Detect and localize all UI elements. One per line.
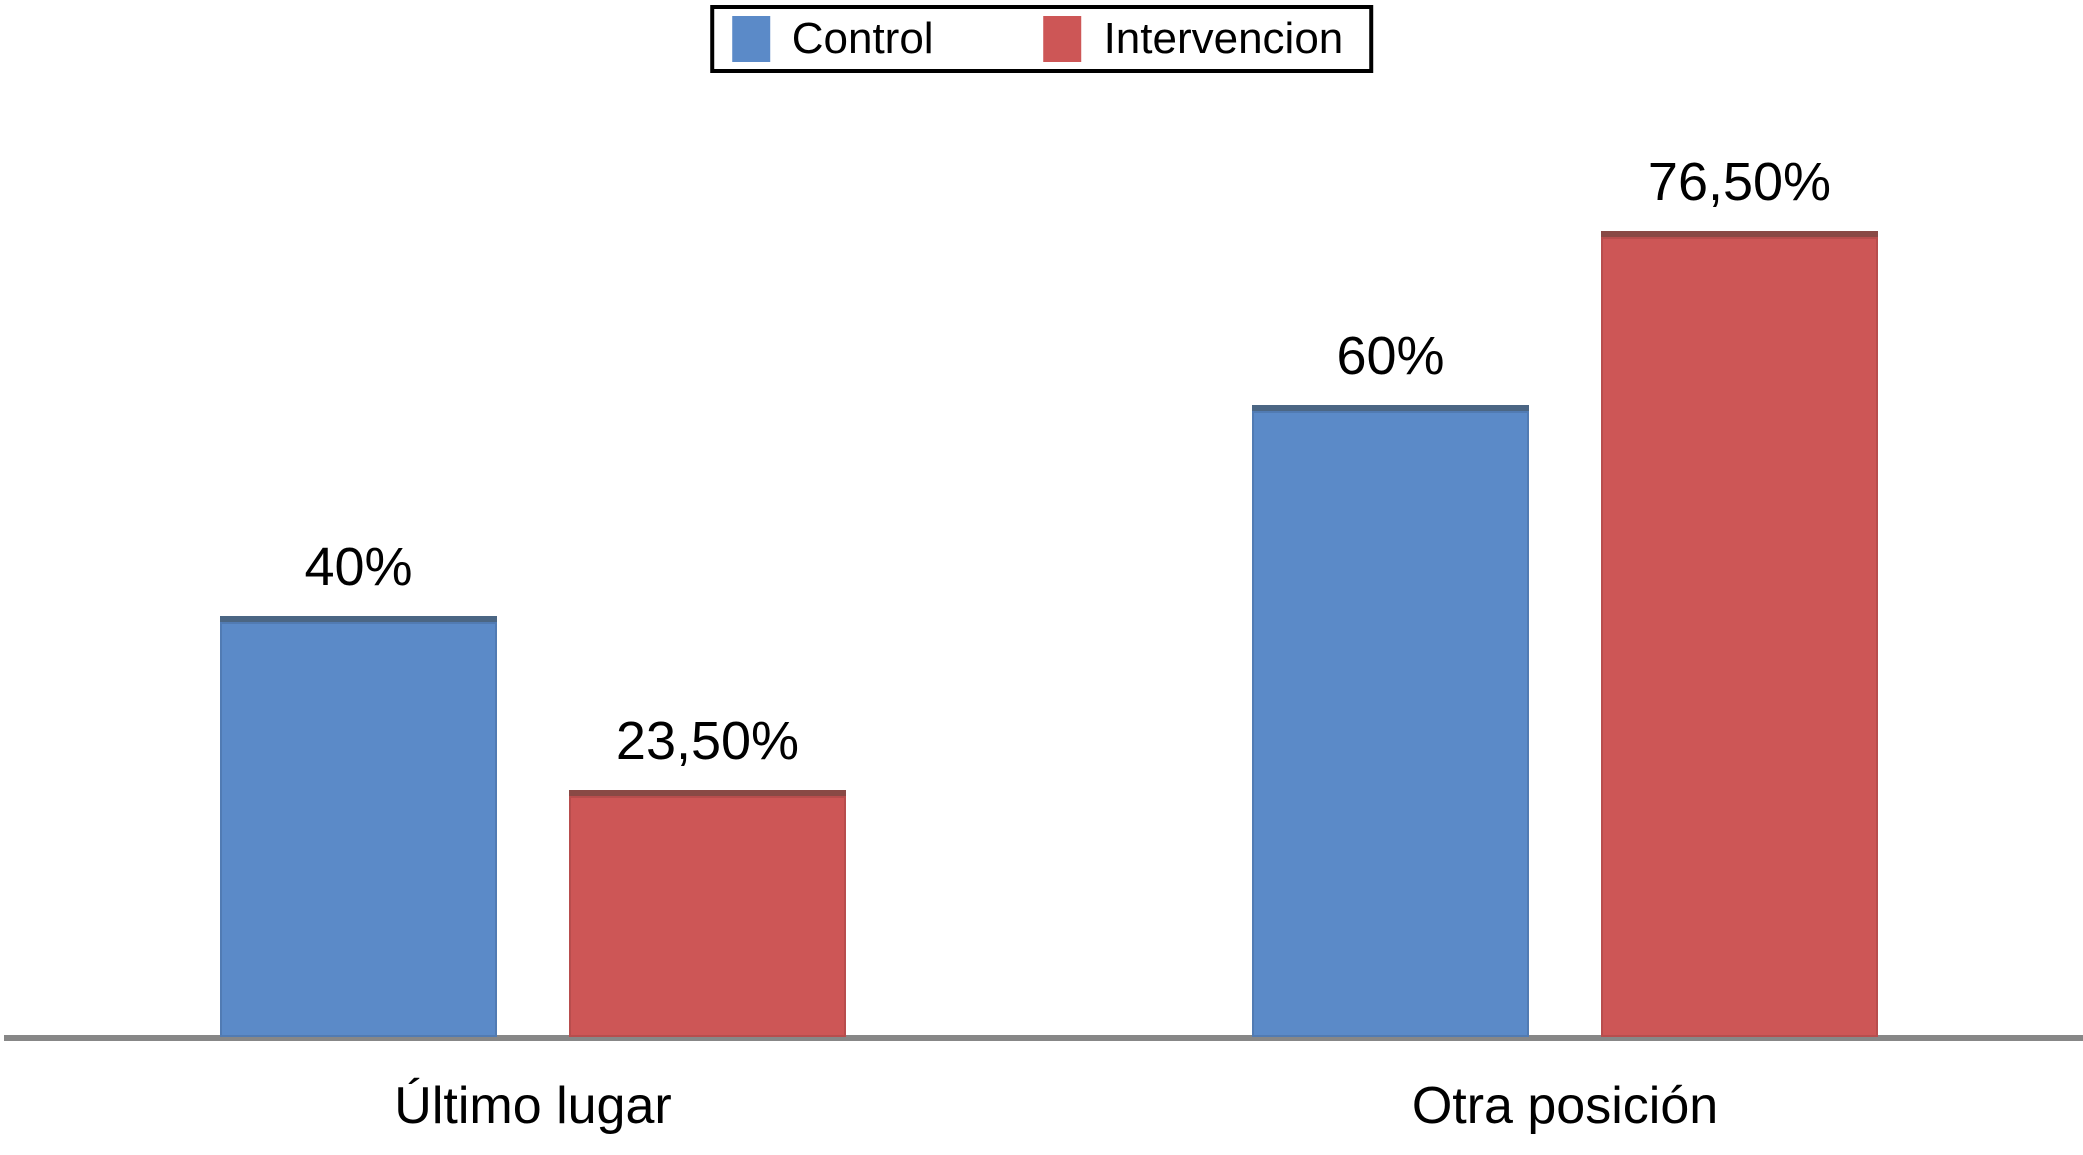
legend-label-control: Control — [791, 14, 934, 63]
bar-intervencion-ultimo-lugar — [569, 790, 846, 1037]
x-axis-line — [4, 1035, 2083, 1041]
intervencion-color-swatch — [1043, 16, 1082, 62]
bar-intervencion-otra-posicion — [1601, 231, 1878, 1037]
value-label-control-otra-posicion: 60% — [1336, 326, 1445, 386]
value-label-intervencion-ultimo-lugar: 23,50% — [615, 711, 800, 771]
control-color-swatch — [731, 16, 770, 62]
category-label-ultimo-lugar: Último lugar — [394, 1077, 672, 1135]
legend-label-intervencion: Intervencion — [1103, 14, 1344, 63]
value-label-control-ultimo-lugar: 40% — [304, 537, 413, 597]
legend-item-intervencion: Intervencion — [1043, 14, 1344, 63]
legend: Control Intervencion — [709, 5, 1374, 73]
legend-item-control: Control — [731, 14, 934, 63]
bar-control-ultimo-lugar — [220, 616, 497, 1037]
category-label-otra-posicion: Otra posición — [1411, 1077, 1719, 1135]
bar-control-otra-posicion — [1252, 405, 1529, 1037]
value-label-intervencion-otra-posicion: 76,50% — [1647, 152, 1832, 212]
